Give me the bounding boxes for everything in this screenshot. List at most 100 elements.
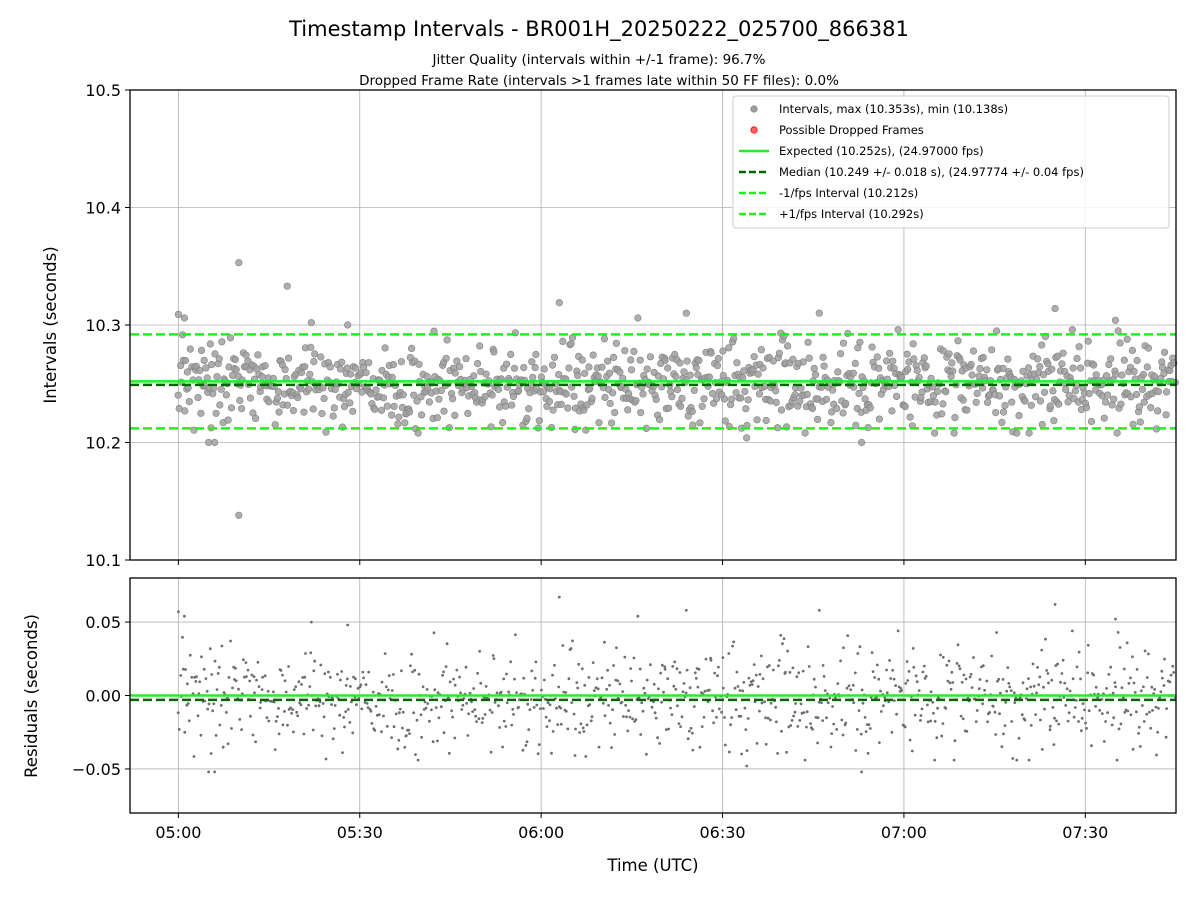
interval-point — [531, 364, 539, 372]
residual-point — [894, 684, 897, 687]
residual-point — [1161, 676, 1164, 680]
residual-point — [403, 745, 407, 749]
residual-point — [728, 750, 731, 754]
residual-point — [642, 686, 646, 690]
residual-point — [434, 706, 438, 709]
residual-point — [709, 658, 713, 662]
residual-point — [253, 691, 256, 695]
residual-point — [690, 731, 694, 735]
interval-point — [1038, 420, 1046, 429]
residual-point — [252, 675, 256, 679]
residual-point — [1014, 696, 1018, 700]
residual-point — [873, 676, 876, 679]
residual-point — [354, 677, 357, 681]
residual-point — [1106, 711, 1109, 715]
residual-point — [289, 706, 292, 710]
interval-point — [799, 358, 807, 366]
interval-point — [226, 334, 235, 342]
interval-point — [976, 365, 984, 373]
residual-point — [944, 707, 948, 710]
interval-point — [242, 351, 250, 359]
interval-point — [819, 353, 827, 361]
interval-point — [1075, 343, 1083, 351]
residual-point — [1143, 649, 1147, 653]
residual-point — [1080, 729, 1083, 733]
residual-point — [858, 645, 862, 649]
interval-point — [481, 393, 489, 401]
residual-point — [1001, 678, 1005, 681]
interval-point — [349, 407, 357, 415]
residual-point — [1017, 736, 1021, 740]
residual-point — [781, 642, 784, 646]
residual-point — [404, 734, 408, 737]
residual-point — [742, 680, 746, 684]
interval-point — [208, 361, 216, 369]
interval-point — [683, 357, 691, 365]
residual-point — [1081, 702, 1085, 705]
residual-point — [652, 682, 656, 686]
residual-point — [752, 663, 756, 666]
residual-point — [779, 633, 783, 637]
interval-point — [692, 364, 700, 372]
residual-point — [785, 750, 788, 754]
residual-point — [386, 688, 390, 692]
interval-point — [1069, 364, 1077, 372]
residual-point — [396, 747, 400, 751]
interval-point — [1082, 404, 1091, 412]
residual-point — [401, 726, 404, 730]
residual-point — [702, 715, 706, 719]
interval-point — [1059, 349, 1067, 357]
interval-point — [791, 391, 799, 399]
interval-point — [804, 338, 812, 346]
residual-point — [805, 725, 808, 729]
residual-point — [968, 675, 972, 679]
residual-point — [564, 691, 568, 694]
interval-point — [1170, 359, 1178, 367]
interval-point — [548, 361, 557, 369]
residual-point — [183, 614, 186, 618]
residual-point — [206, 707, 210, 711]
residual-point — [791, 666, 795, 670]
residual-point — [287, 665, 290, 668]
residual-point — [678, 671, 682, 674]
residual-point — [771, 668, 775, 672]
residual-point — [524, 744, 528, 747]
residual-point — [890, 730, 894, 734]
interval-point — [607, 419, 616, 427]
residual-point — [1114, 685, 1117, 689]
interval-point — [389, 361, 398, 369]
residual-point — [1042, 685, 1045, 689]
interval-point — [562, 390, 570, 398]
residual-point — [1123, 710, 1127, 714]
interval-point — [1044, 360, 1052, 368]
interval-point — [712, 395, 721, 403]
interval-point — [931, 398, 939, 406]
top-y-tick-label: 10.2 — [85, 434, 121, 453]
residual-point — [900, 689, 903, 692]
residual-point — [610, 746, 613, 749]
residual-point — [539, 707, 542, 710]
residual-point — [511, 707, 515, 711]
interval-point — [194, 394, 202, 402]
residual-point — [303, 675, 307, 679]
residual-point — [960, 680, 964, 684]
residual-point — [537, 743, 541, 746]
interval-point — [595, 419, 603, 427]
residual-point — [715, 715, 718, 719]
residual-point — [892, 677, 896, 681]
residual-point — [1132, 681, 1136, 685]
residual-point — [1029, 724, 1033, 727]
interval-point — [661, 356, 669, 365]
residual-point — [515, 691, 518, 694]
residual-point — [958, 667, 962, 671]
residual-point — [774, 705, 778, 709]
interval-point — [320, 394, 328, 403]
residual-point — [176, 711, 180, 715]
bottom-y-axis-label: Residuals (seconds) — [22, 614, 41, 778]
residual-point — [527, 728, 531, 731]
residual-point — [835, 728, 839, 731]
residual-point — [584, 755, 588, 758]
interval-point — [306, 370, 314, 378]
residual-point — [1005, 689, 1009, 693]
residual-point — [845, 686, 849, 690]
